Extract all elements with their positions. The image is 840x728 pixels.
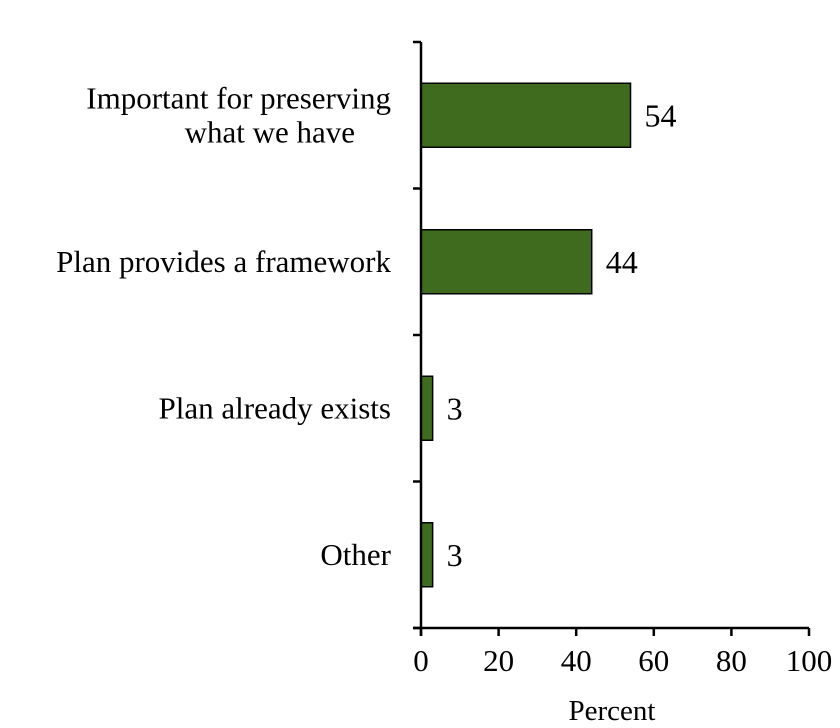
bar-2 bbox=[420, 375, 434, 441]
category-label-1-line-0: Plan provides a framework bbox=[56, 244, 391, 279]
bar-0 bbox=[420, 82, 632, 148]
axes bbox=[413, 40, 811, 636]
x-tick-label-0: 0 bbox=[413, 643, 429, 678]
category-label-3-line-0: Other bbox=[320, 537, 391, 572]
data-label-3: 3 bbox=[447, 537, 463, 573]
bar-1 bbox=[420, 229, 593, 295]
x-tick-label-5: 100 bbox=[786, 643, 833, 678]
x-tick-label-4: 80 bbox=[716, 643, 747, 678]
bar-3 bbox=[420, 522, 434, 588]
labels: 54 Important for preserving what we have 44… bbox=[56, 80, 832, 678]
data-label-0: 54 bbox=[645, 97, 677, 133]
category-label-2-line-0: Plan already exists bbox=[159, 390, 391, 425]
data-label-2: 3 bbox=[447, 390, 463, 426]
category-label-1: Plan provides a framework bbox=[56, 244, 391, 279]
category-label-0-line-0: Important for preserving bbox=[86, 80, 391, 115]
x-axis-title: Percent bbox=[569, 695, 656, 723]
data-label-1: 44 bbox=[606, 244, 638, 280]
category-label-3: Other bbox=[320, 537, 391, 572]
category-label-2: Plan already exists bbox=[159, 390, 391, 425]
category-label-0: Important for preserving what we have bbox=[86, 80, 391, 149]
x-tick-label-3: 60 bbox=[638, 643, 669, 678]
bars bbox=[420, 82, 632, 588]
category-label-0-line-1: what we have bbox=[185, 114, 355, 149]
x-tick-label-2: 40 bbox=[561, 643, 592, 678]
x-tick-label-1: 20 bbox=[483, 643, 514, 678]
